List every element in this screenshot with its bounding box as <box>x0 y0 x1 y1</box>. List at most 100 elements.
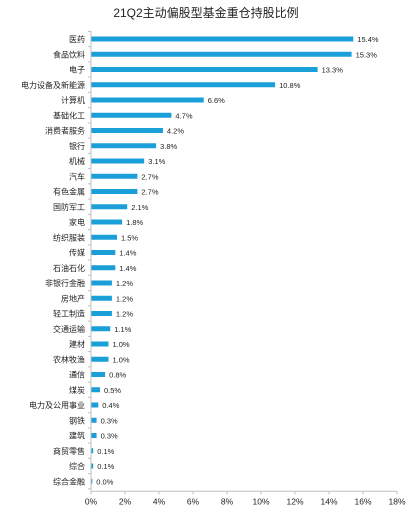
category-label: 综合金融 <box>53 476 85 486</box>
value-label: 2.1% <box>131 203 148 212</box>
category-label: 通信 <box>69 370 85 380</box>
bar <box>91 311 112 316</box>
bar <box>91 402 99 408</box>
value-label: 1.4% <box>119 249 136 258</box>
value-label: 1.8% <box>126 218 143 227</box>
bar <box>91 234 117 240</box>
value-label: 15.4% <box>357 35 379 44</box>
bar <box>91 112 172 118</box>
value-label: 0.3% <box>101 432 118 441</box>
category-label: 综合 <box>69 461 85 471</box>
value-label: 0.1% <box>97 462 114 471</box>
value-label: 1.4% <box>119 264 136 273</box>
category-label: 电子 <box>69 65 85 75</box>
category-label: 轻工制造 <box>53 309 85 319</box>
value-label: 0.5% <box>104 386 121 395</box>
x-tick-label: 14% <box>320 496 337 506</box>
bar <box>91 173 138 179</box>
bar <box>91 128 163 133</box>
value-label: 2.7% <box>141 188 158 197</box>
value-label: 0.0% <box>96 477 113 486</box>
category-label: 有色金属 <box>53 187 85 197</box>
category-label: 国防军工 <box>53 202 85 212</box>
bar <box>91 158 145 164</box>
bar <box>91 36 354 42</box>
category-label: 煤炭 <box>69 385 85 395</box>
category-label: 交通运输 <box>53 324 85 334</box>
bar <box>91 97 204 103</box>
bar <box>91 265 116 271</box>
category-label: 机械 <box>69 156 85 166</box>
category-label: 石油石化 <box>53 263 85 273</box>
category-label: 建材 <box>69 339 85 349</box>
value-label: 0.3% <box>101 416 118 425</box>
value-label: 1.5% <box>121 233 138 242</box>
bar <box>91 204 128 210</box>
category-label: 消费者服务 <box>45 126 85 136</box>
value-label: 0.1% <box>97 447 114 456</box>
value-label: 2.7% <box>141 172 158 181</box>
bar <box>91 51 352 57</box>
bar <box>91 219 123 225</box>
value-label: 1.1% <box>114 325 131 334</box>
category-label: 电力设备及新能源 <box>21 80 85 90</box>
bar <box>91 417 97 423</box>
bar <box>91 387 100 393</box>
value-label: 1.2% <box>116 279 133 288</box>
bar <box>91 67 318 72</box>
x-tick-label: 6% <box>187 496 200 506</box>
category-label: 非银行金融 <box>45 278 85 288</box>
category-label: 计算机 <box>61 95 85 105</box>
bar <box>91 341 109 347</box>
x-tick-label: 18% <box>388 496 405 506</box>
value-label: 13.3% <box>322 66 344 75</box>
value-label: 3.1% <box>148 157 165 166</box>
value-label: 1.2% <box>116 294 133 303</box>
x-tick-label: 4% <box>153 496 166 506</box>
bar <box>91 295 112 301</box>
chart-title: 21Q2主动偏股型基金重仓持股比例 <box>113 5 298 20</box>
value-label: 10.8% <box>279 81 301 90</box>
category-label: 传媒 <box>69 248 85 258</box>
category-label: 建筑 <box>69 431 85 441</box>
bar <box>91 280 112 286</box>
value-label: 4.7% <box>175 111 192 120</box>
bar <box>91 189 138 194</box>
bar <box>91 463 94 469</box>
value-label: 0.4% <box>102 401 119 410</box>
category-label: 农林牧渔 <box>53 354 85 364</box>
bar <box>91 478 93 484</box>
x-tick-label: 16% <box>354 496 371 506</box>
bar <box>91 448 94 454</box>
value-label: 3.8% <box>160 142 177 151</box>
bar <box>91 372 106 377</box>
value-label: 1.2% <box>116 310 133 319</box>
bars-layer: 医药 15.4% 食品饮料 15.3% 电子 13.3% 电力设备及新能源 10.8% 计算机 6… <box>21 34 379 486</box>
category-label: 钢铁 <box>69 415 85 425</box>
bar <box>91 433 97 438</box>
value-label: 1.0% <box>113 340 130 349</box>
bar <box>91 326 111 332</box>
category-label: 银行 <box>69 141 85 151</box>
bar <box>91 82 276 88</box>
value-label: 0.8% <box>109 371 126 380</box>
category-label: 房地产 <box>61 293 85 303</box>
category-label: 家电 <box>69 217 85 227</box>
category-label: 汽车 <box>69 171 85 181</box>
x-tick-label: 12% <box>286 496 303 506</box>
category-label: 纺织服装 <box>53 232 85 242</box>
bar <box>91 143 157 149</box>
category-label: 基础化工 <box>53 110 85 120</box>
category-label: 电力及公用事业 <box>29 400 85 410</box>
x-tick-label: 2% <box>119 496 132 506</box>
category-label: 食品饮料 <box>53 49 85 59</box>
axis-layer: 0% 2% 4% 6% 8% 10% 12% 14% 16% 18% <box>85 30 406 506</box>
x-tick-label: 10% <box>252 496 269 506</box>
value-label: 1.0% <box>113 355 130 364</box>
value-label: 15.3% <box>356 50 378 59</box>
bar <box>91 250 116 255</box>
category-label: 商贸零售 <box>53 446 85 456</box>
value-label: 6.6% <box>208 96 225 105</box>
